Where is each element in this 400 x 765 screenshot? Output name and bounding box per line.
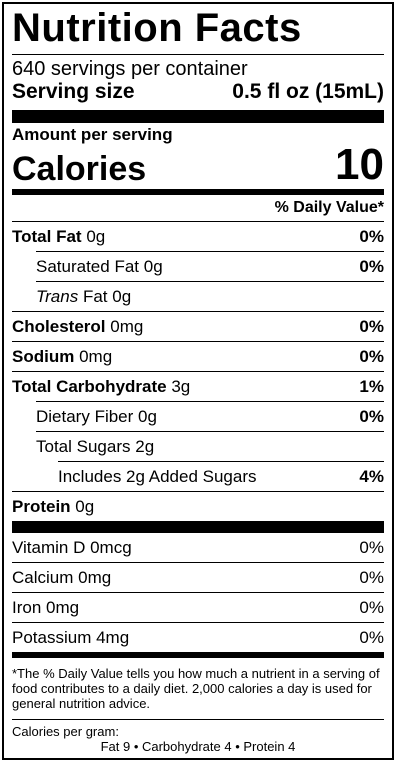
vitamin-name: Iron 0mg [12, 598, 80, 617]
amount-per-serving: Amount per serving [12, 125, 173, 144]
nutrient-amount: 2g [135, 437, 155, 456]
nutrient-row-dietary-fiber: Dietary Fiber 0g 0% [36, 401, 384, 431]
nutrient-row-trans-fat: Trans Fat 0g [36, 281, 384, 311]
vitamin-dv: 0% [359, 598, 384, 617]
nutrient-dv: 0% [359, 317, 384, 336]
nutrient-name: Total Carbohydrate [12, 377, 167, 396]
nutrient-amount: 0mg [79, 347, 113, 366]
calories-per-gram-label: Calories per gram: [12, 724, 119, 739]
nutrient-row-protein: Protein 0g [12, 491, 384, 521]
nutrient-name: Protein [12, 497, 71, 516]
calories-label: Calories [12, 150, 147, 188]
nutrient-name: Total Sugars [36, 437, 131, 456]
nutrient-name: Sodium [12, 347, 75, 366]
nutrient-amount: 0g [143, 257, 163, 276]
calories-per-gram-values: Fat 9 • Carbohydrate 4 • Protein 4 [100, 739, 296, 754]
label-title: Nutrition Facts [12, 6, 302, 50]
nutrient-dv: 0% [359, 407, 384, 426]
nutrient-dv: 0% [359, 257, 384, 276]
nutrient-dv: 1% [359, 377, 384, 396]
daily-value-header: % Daily Value* [274, 199, 384, 216]
servings-per-container: 640 servings per container [12, 58, 248, 80]
nutrient-name: Includes 2g Added Sugars [58, 467, 257, 486]
nutrient-amount: 0g [86, 227, 106, 246]
vitamin-dv: 0% [359, 568, 384, 587]
nutrient-amount: 0g [138, 407, 157, 426]
nutrient-name-italic: Trans [36, 287, 79, 306]
nutrient-row-total-sugars: Total Sugars 2g [36, 431, 384, 461]
nutrient-dv: 4% [359, 467, 384, 486]
nutrient-amount: 3g [171, 377, 191, 396]
nutrient-row-cholesterol: Cholesterol 0mg 0% [12, 311, 384, 341]
calories-row: Calories 10 [12, 140, 384, 189]
vitamin-name: Vitamin D 0mcg [12, 538, 132, 557]
vitamin-row: Iron 0mg 0% [12, 592, 384, 622]
nutrition-facts-label: Nutrition Facts 640 servings per contain… [2, 2, 394, 760]
nutrient-row-added-sugars: Includes 2g Added Sugars 4% [58, 461, 384, 491]
serving-size-label: Serving size [12, 80, 135, 103]
nutrient-dv: 0% [359, 347, 384, 366]
daily-value-footnote: *The % Daily Value tells you how much a … [12, 666, 380, 711]
nutrient-amount: 0mg [110, 317, 144, 336]
nutrient-row-sodium: Sodium 0mg 0% [12, 341, 384, 371]
thick-divider [12, 110, 384, 123]
nutrient-row-total-fat: Total Fat 0g 0% [12, 221, 384, 251]
nutrient-name: Cholesterol [12, 317, 106, 336]
serving-size-row: Serving size 0.5 fl oz (15mL) [12, 80, 384, 104]
serving-size-value: 0.5 fl oz (15mL) [232, 80, 384, 103]
vitamin-dv: 0% [359, 538, 384, 557]
vitamin-name: Calcium 0mg [12, 568, 112, 587]
divider [12, 719, 384, 720]
thick-divider [12, 521, 384, 533]
calories-value: 10 [335, 140, 384, 189]
vitamin-row: Vitamin D 0mcg 0% [12, 533, 384, 562]
nutrient-name: Saturated Fat [36, 257, 140, 276]
vitamin-row: Potassium 4mg 0% [12, 622, 384, 652]
medium-divider [12, 189, 384, 195]
nutrient-name: Total Fat [12, 227, 82, 246]
vitamin-name: Potassium 4mg [12, 628, 130, 647]
nutrient-amount: 0g [75, 497, 95, 516]
nutrient-dv: 0% [359, 227, 384, 246]
nutrient-amount: 0g [112, 287, 132, 306]
medium-divider [12, 652, 384, 658]
vitamin-dv: 0% [359, 628, 384, 647]
vitamin-row: Calcium 0mg 0% [12, 562, 384, 592]
nutrient-row-saturated-fat: Saturated Fat 0g 0% [36, 251, 384, 281]
nutrient-name: Dietary Fiber [36, 407, 134, 426]
divider [12, 54, 384, 55]
nutrient-row-total-carbohydrate: Total Carbohydrate 3g 1% [12, 371, 384, 401]
nutrient-name: Fat [82, 287, 108, 306]
